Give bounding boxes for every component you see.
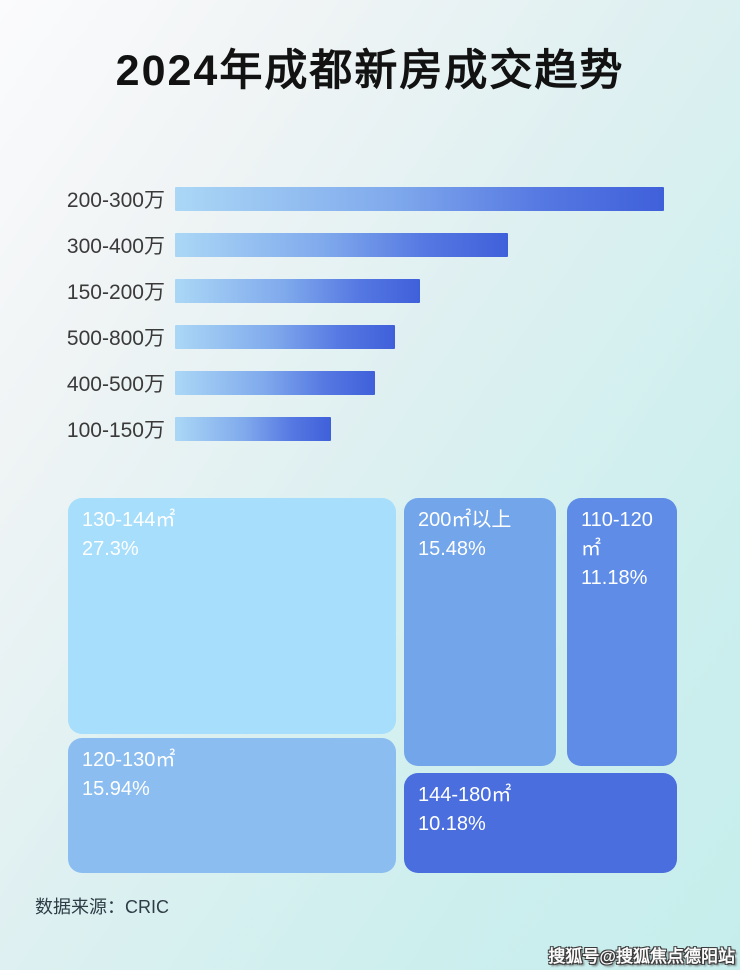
treemap-block-value: 15.94% bbox=[82, 778, 150, 800]
bar-fill bbox=[175, 279, 420, 303]
treemap-block-value: 10.18% bbox=[418, 813, 486, 835]
page-title: 2024年成都新房成交趋势 bbox=[115, 47, 625, 95]
treemap-block: 120-130㎡ 15.94% bbox=[68, 738, 396, 873]
bar-row: 150-200万 bbox=[30, 279, 720, 304]
bar-row: 300-400万 bbox=[30, 233, 720, 258]
bar-fill bbox=[175, 187, 664, 211]
treemap-block-label: 144-180㎡ bbox=[418, 784, 512, 806]
bar-category-label: 300-400万 bbox=[66, 235, 165, 258]
area-treemap: 130-144㎡ 27.3% 200㎡以上 15.48% 110-120㎡ 11.18% 1… bbox=[68, 498, 677, 873]
treemap-block-label: 120-130㎡ bbox=[82, 749, 176, 771]
price-bar-chart: 200-300万 300-400万 150-200万 500-800万 400-500万… bbox=[30, 187, 720, 463]
treemap-block: 144-180㎡ 10.18% bbox=[404, 773, 677, 873]
bar-category-label: 500-800万 bbox=[66, 327, 165, 350]
bar-category-label: 400-500万 bbox=[66, 373, 165, 396]
bar-fill bbox=[175, 325, 396, 349]
bar-row: 400-500万 bbox=[30, 371, 720, 396]
bar-category-label: 200-300万 bbox=[66, 189, 165, 212]
bar-row: 500-800万 bbox=[30, 325, 720, 350]
treemap-block-value: 11.18% bbox=[581, 567, 648, 589]
watermark: 搜狐号@搜狐焦点德阳站 bbox=[548, 947, 735, 966]
treemap-block-value: 15.48% bbox=[418, 538, 486, 560]
treemap-block-value: 27.3% bbox=[82, 538, 139, 560]
treemap-block-label: 130-144㎡ bbox=[82, 509, 176, 531]
bar-fill bbox=[175, 233, 508, 257]
treemap-block: 130-144㎡ 27.3% bbox=[68, 498, 396, 734]
treemap-block: 110-120㎡ 11.18% bbox=[567, 498, 677, 766]
bar-fill bbox=[175, 417, 332, 441]
bar-row: 100-150万 bbox=[30, 417, 720, 442]
data-source-note: 数据来源：CRIC bbox=[35, 897, 169, 917]
bar-row: 200-300万 bbox=[30, 187, 720, 212]
treemap-block-label: 200㎡以上 bbox=[418, 509, 512, 531]
bar-category-label: 150-200万 bbox=[66, 281, 165, 304]
treemap-block-label: 110-120㎡ bbox=[581, 509, 653, 560]
bar-fill bbox=[175, 371, 376, 395]
treemap-block: 200㎡以上 15.48% bbox=[404, 498, 556, 766]
bar-category-label: 100-150万 bbox=[66, 419, 165, 442]
